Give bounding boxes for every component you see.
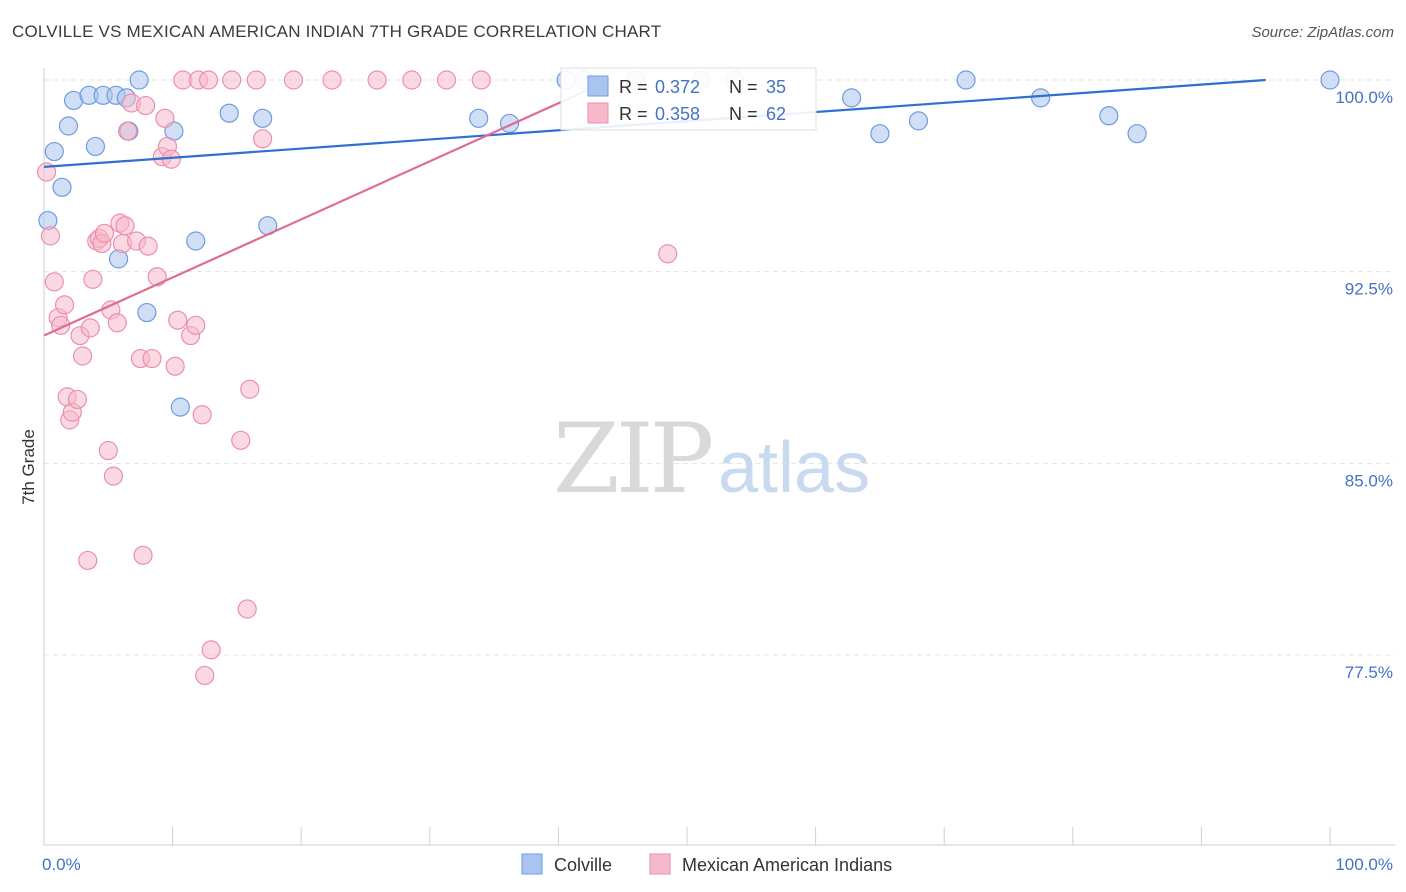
legend-swatch-0 — [587, 75, 609, 97]
mexican-american-indians-point-30 — [133, 545, 153, 565]
mexican-american-indians-point-25 — [115, 216, 135, 236]
colville-point-29 — [908, 111, 929, 131]
watermark-zip: ZIP — [553, 403, 712, 515]
mexican-american-indians-point-11 — [72, 346, 93, 366]
mexican-american-indians-point-34 — [147, 267, 167, 287]
mexican-american-indians-point-47 — [199, 70, 219, 90]
colville-point-6 — [85, 136, 106, 157]
chart-source: Source: ZipAtlas.com — [1251, 24, 1394, 41]
stats-legend: R = 0.372 N = 35 R = 0.358 N = 62 — [560, 67, 817, 131]
mexican-american-indians-point-5 — [54, 295, 75, 315]
series-legend: Colville Mexican American Indians — [521, 853, 892, 875]
legend-n-value-1: 62 — [766, 104, 786, 124]
tick-labels: 100.0% 92.5% 85.0% 77.5% 0.0% 100.0% — [42, 88, 1393, 874]
colville-point-16 — [186, 231, 206, 251]
mexican-american-indians-point-59 — [436, 70, 457, 90]
chart-title: COLVILLE VS MEXICAN AMERICAN INDIAN 7TH … — [12, 22, 662, 41]
y-tick-label-0: 100.0% — [1335, 88, 1393, 107]
mexican-american-indians-point-31 — [135, 95, 156, 116]
mexican-american-indians-point-2 — [44, 272, 64, 292]
colville-point-17 — [219, 103, 239, 123]
grid-lines — [44, 79, 1395, 656]
mexican-american-indians-point-21 — [103, 466, 124, 486]
mexican-american-indians-point-60 — [471, 70, 491, 90]
legend-r-value-1: 0.358 — [655, 104, 700, 124]
mexican-american-indians-point-55 — [283, 70, 304, 90]
mexican-american-indians-point-54 — [253, 129, 273, 149]
mexican-american-indians-point-39 — [165, 356, 185, 376]
colville-point-13 — [137, 302, 157, 323]
colville-point-2 — [52, 177, 72, 197]
colville-point-34 — [1320, 70, 1340, 90]
legend-n-label-0: N = — [729, 77, 758, 97]
mexican-american-indians-trend-line — [43, 78, 611, 337]
mexican-american-indians-point-40 — [168, 310, 188, 330]
mexican-american-indians-point-50 — [231, 430, 251, 450]
watermark-atlas: atlas — [718, 428, 870, 508]
mexican-american-indians-point-49 — [222, 70, 242, 90]
mexican-american-indians-point-48 — [201, 640, 221, 660]
colville-point-31 — [1031, 88, 1051, 108]
mexican-american-indians-point-36 — [155, 108, 175, 128]
legend-n-value-0: 35 — [766, 77, 786, 97]
mexican-american-indians-point-14 — [83, 269, 103, 289]
data-points — [36, 70, 1340, 686]
mexican-american-indians-point-46 — [195, 665, 215, 686]
colville-point-28 — [870, 124, 890, 144]
mexican-american-indians-point-1 — [40, 226, 61, 246]
y-tick-label-3: 77.5% — [1345, 663, 1393, 682]
mexican-american-indians-point-43 — [186, 315, 206, 335]
legend-n-label-1: N = — [729, 104, 758, 124]
mexican-american-indians-point-19 — [98, 440, 118, 461]
x-tick-label-1: 100.0% — [1335, 855, 1393, 874]
axes — [43, 68, 1395, 846]
mexican-american-indians-point-58 — [402, 70, 422, 90]
series-legend-swatch-0 — [521, 853, 543, 875]
legend-swatch-1 — [587, 102, 609, 124]
series-legend-label-1: Mexican American Indians — [682, 855, 892, 875]
mexican-american-indians-point-53 — [246, 70, 266, 90]
legend-r-label-1: R = — [619, 104, 648, 124]
colville-point-1 — [44, 141, 64, 162]
mexican-american-indians-point-51 — [237, 599, 257, 619]
series-legend-label-0: Colville — [554, 855, 612, 875]
mexican-american-indians-point-18 — [94, 223, 115, 243]
series-legend-swatch-1 — [649, 853, 671, 875]
mexican-american-indians-point-0 — [36, 162, 57, 182]
colville-point-20 — [469, 108, 489, 128]
mexican-american-indians-point-33 — [142, 348, 162, 369]
mexican-american-indians-point-56 — [322, 70, 342, 90]
mexican-american-indians-point-9 — [67, 389, 88, 410]
y-axis-title: 7th Grade — [19, 429, 38, 505]
x-tick-label-0: 0.0% — [42, 855, 81, 874]
mexican-american-indians-point-26 — [117, 121, 138, 141]
mexican-american-indians-point-61 — [658, 244, 678, 264]
mexican-american-indians-point-32 — [138, 236, 158, 256]
mexican-american-indians-point-57 — [367, 70, 387, 90]
mexican-american-indians-point-22 — [107, 313, 127, 333]
colville-point-33 — [1127, 124, 1147, 144]
colville-point-18 — [253, 108, 273, 128]
mexican-american-indians-point-12 — [78, 550, 98, 571]
colville-point-30 — [956, 70, 976, 90]
watermark: ZIP atlas — [553, 403, 870, 515]
colville-point-12 — [129, 70, 149, 90]
colville-point-27 — [842, 88, 862, 108]
colville-point-3 — [58, 116, 79, 136]
colville-point-15 — [170, 397, 190, 417]
colville-point-32 — [1099, 106, 1119, 126]
mexican-american-indians-point-45 — [192, 405, 212, 425]
legend-r-value-0: 0.372 — [655, 77, 700, 97]
mexican-american-indians-point-13 — [80, 318, 100, 338]
y-tick-label-2: 85.0% — [1345, 471, 1393, 490]
legend-r-label-0: R = — [619, 77, 648, 97]
y-tick-label-1: 92.5% — [1345, 280, 1393, 299]
mexican-american-indians-point-52 — [240, 379, 260, 399]
